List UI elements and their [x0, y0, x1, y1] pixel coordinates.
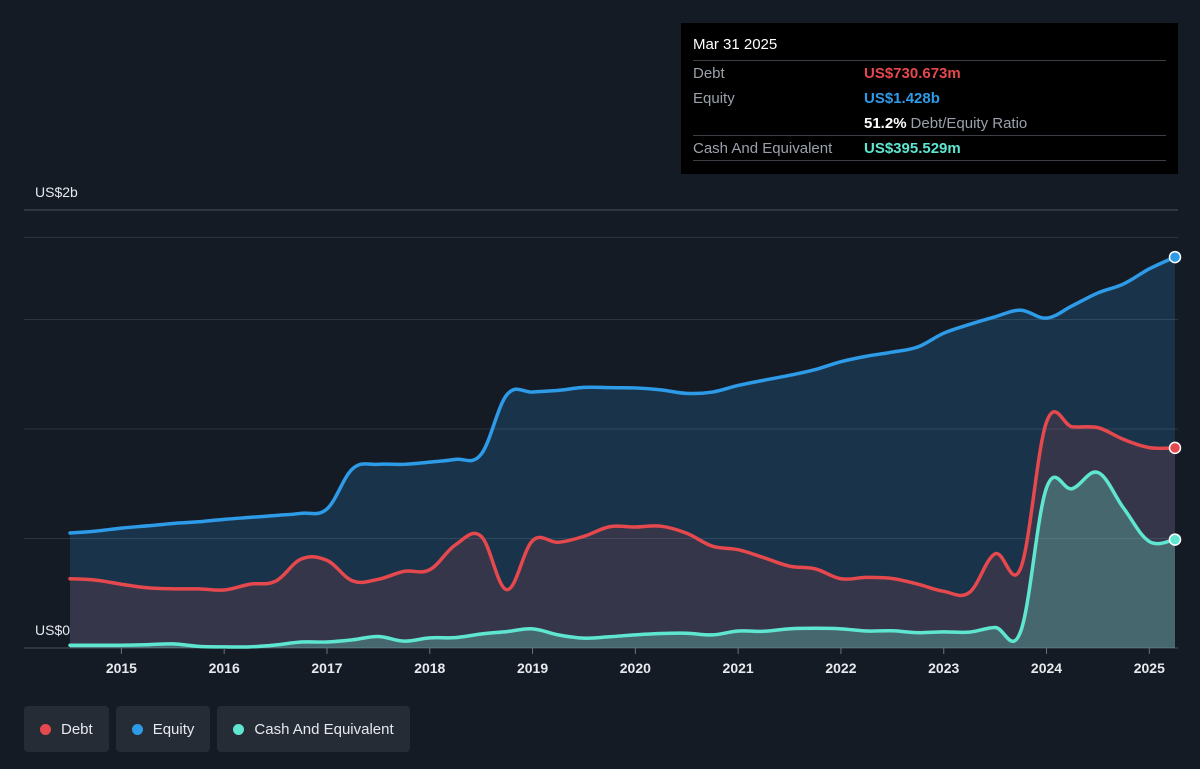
legend-item-debt[interactable]: Debt — [24, 706, 109, 752]
x-tick-label: 2024 — [1031, 660, 1062, 676]
legend-dot-equity — [131, 723, 143, 735]
tooltip-cash-value: US$395.529m — [864, 139, 961, 157]
tooltip-ratio-value: 51.2% — [864, 114, 907, 132]
tooltip-equity-value: US$1.428b — [864, 89, 940, 107]
tooltip-row-ratio: 51.2% Debt/Equity Ratio — [693, 110, 1166, 135]
x-tick-label: 2025 — [1134, 660, 1165, 676]
y-axis-top-label: US$2b — [35, 184, 78, 200]
x-tick-label: 2017 — [311, 660, 342, 676]
tooltip-debt-label: Debt — [693, 64, 725, 82]
legend-dot-debt — [40, 723, 51, 735]
x-tick-label: 2016 — [209, 660, 240, 676]
tooltip-row-cash: Cash And Equivalent US$395.529m — [693, 135, 1166, 161]
cash-and-equivalent-line — [68, 470, 1177, 649]
legend: Debt Equity Cash And Equivalent — [24, 706, 410, 752]
legend-label-equity: Equity — [152, 720, 195, 738]
tooltip-ratio-label: Debt/Equity Ratio — [910, 114, 1028, 132]
tooltip-debt-value: US$730.673m — [864, 64, 961, 82]
tooltip-row-equity: Equity US$1.428b — [693, 85, 1166, 110]
x-axis-ticks: 2015 2016 2017 2018 2019 2020 2021 2022 2023 2024… — [106, 648, 1165, 676]
legend-item-cash[interactable]: Cash And Equivalent — [217, 706, 410, 752]
tooltip-equity-label: Equity — [693, 89, 735, 107]
legend-dot-cash — [233, 723, 245, 735]
tooltip-cash-label: Cash And Equivalent — [693, 139, 833, 157]
series-lines — [68, 255, 1177, 649]
x-tick-label: 2019 — [517, 660, 548, 676]
equity-area — [70, 257, 1175, 648]
tooltip: Mar 31 2025 Debt US$730.673m Equity US$1… — [681, 23, 1178, 174]
tooltip-date: Mar 31 2025 — [693, 36, 778, 53]
cash-and-equivalent-area — [70, 472, 1175, 648]
equity-line — [68, 255, 1177, 535]
equity-endpoint — [1168, 250, 1182, 264]
debt-area — [70, 411, 1175, 648]
debt-line — [68, 410, 1177, 598]
grid-lines — [24, 209, 1178, 649]
series-areas — [70, 257, 1175, 648]
x-tick-label: 2015 — [106, 660, 137, 676]
x-tick-label: 2018 — [414, 660, 445, 676]
series-endpoints — [1168, 250, 1182, 546]
legend-label-cash: Cash And Equivalent — [254, 720, 394, 738]
legend-item-equity[interactable]: Equity — [115, 706, 211, 752]
x-tick-label: 2020 — [620, 660, 651, 676]
x-tick-label: 2022 — [825, 660, 856, 676]
cash-and-equivalent-endpoint — [1168, 533, 1182, 546]
debt-endpoint — [1168, 441, 1182, 455]
chart-area: 2015 2016 2017 2018 2019 2020 2021 2022 2023 2024… — [24, 209, 1182, 676]
y-axis-bottom-label: US$0 — [35, 622, 71, 638]
x-tick-label: 2021 — [723, 660, 754, 676]
legend-label-debt: Debt — [61, 720, 93, 738]
tooltip-row-debt: Debt US$730.673m — [693, 60, 1166, 85]
x-tick-label: 2023 — [928, 660, 959, 676]
